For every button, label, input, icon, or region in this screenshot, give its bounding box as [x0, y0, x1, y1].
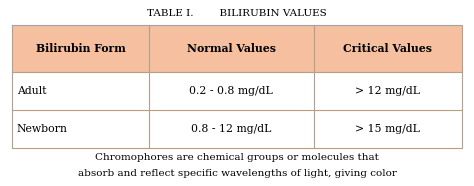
Text: absorb and reflect specific wavelengths of light, giving color: absorb and reflect specific wavelengths … — [78, 169, 396, 177]
Text: > 12 mg/dL: > 12 mg/dL — [356, 86, 420, 96]
Text: Normal Values: Normal Values — [187, 43, 276, 54]
Bar — [12, 72, 462, 110]
Bar — [12, 25, 462, 72]
Text: > 15 mg/dL: > 15 mg/dL — [356, 124, 420, 134]
Text: 0.8 - 12 mg/dL: 0.8 - 12 mg/dL — [191, 124, 272, 134]
Text: Chromophores are chemical groups or molecules that: Chromophores are chemical groups or mole… — [95, 153, 379, 163]
Text: Newborn: Newborn — [17, 124, 68, 134]
Text: Adult: Adult — [17, 86, 46, 96]
Bar — [12, 110, 462, 148]
Text: Critical Values: Critical Values — [343, 43, 432, 54]
Text: TABLE I.        BILIRUBIN VALUES: TABLE I. BILIRUBIN VALUES — [147, 9, 327, 18]
Text: 0.2 - 0.8 mg/dL: 0.2 - 0.8 mg/dL — [190, 86, 273, 96]
Text: Bilirubin Form: Bilirubin Form — [36, 43, 126, 54]
